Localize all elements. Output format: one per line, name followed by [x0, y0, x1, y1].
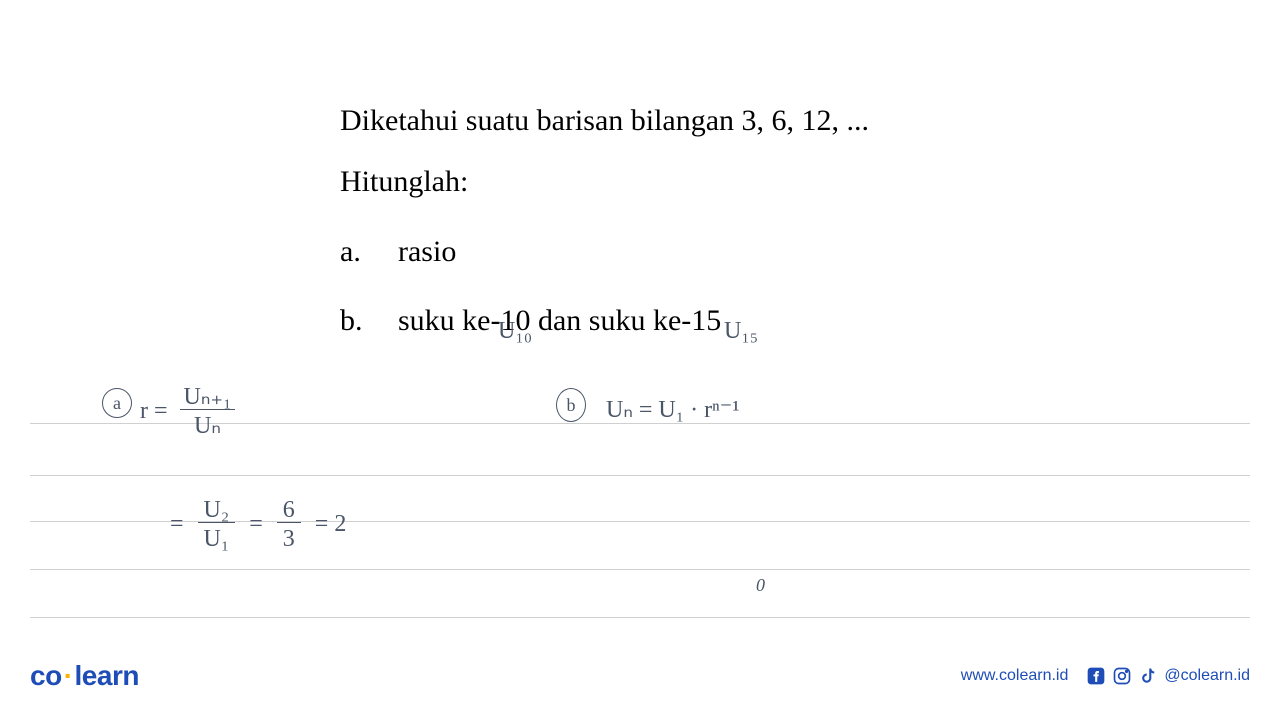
handwritten-calculation: = U₂ U₁ = 6 3 = 2: [170, 498, 346, 551]
logo-dot: ·: [64, 660, 73, 691]
handwritten-formula-b: Uₙ = U₁ · rⁿ⁻¹: [606, 395, 740, 424]
website-link[interactable]: www.colearn.id: [961, 667, 1069, 685]
problem-list: a.rasio b.suku ke-10 dan suku ke-15: [340, 226, 869, 347]
calc-frac2-num: 6: [277, 498, 301, 523]
calc-frac1: U₂ U₁: [198, 498, 236, 551]
formula-a-numerator: Uₙ₊₁: [180, 385, 236, 410]
calc-result: = 2: [315, 512, 347, 536]
calc-eq1: =: [170, 512, 184, 536]
item-b-label: b.: [340, 295, 398, 348]
calc-frac1-num: U₂: [198, 498, 236, 523]
formula-b-text: Uₙ = U₁ · rⁿ⁻¹: [606, 397, 740, 423]
handwritten-u10: U₁₀: [498, 318, 532, 345]
instagram-icon[interactable]: [1112, 666, 1132, 686]
item-a-text: rasio: [398, 235, 456, 268]
tiktok-icon[interactable]: [1138, 666, 1158, 686]
logo: co·learn: [30, 660, 139, 692]
circle-b-label: b: [567, 395, 576, 416]
footer-right: www.colearn.id @colearn.id: [961, 666, 1250, 686]
handwritten-circle-a: a: [102, 388, 132, 418]
item-a-label: a.: [340, 226, 398, 279]
calc-frac1-den: U₁: [198, 523, 236, 551]
circle-a-label: a: [113, 393, 121, 414]
calc-frac2: 6 3: [277, 498, 301, 551]
problem-text: Diketahui suatu barisan bilangan 3, 6, 1…: [340, 95, 869, 347]
footer: co·learn www.colearn.id @colearn.id: [30, 660, 1250, 692]
logo-co: co: [30, 660, 62, 691]
social-handle[interactable]: @colearn.id: [1164, 667, 1250, 685]
ruled-line: [30, 617, 1250, 618]
calc-eq2: =: [249, 512, 263, 536]
formula-a-fraction: Uₙ₊₁ Uₙ: [180, 385, 236, 438]
ruled-line: [30, 569, 1250, 570]
problem-item-a: a.rasio: [340, 226, 869, 279]
handwritten-circle-b: b: [556, 388, 586, 422]
calc-frac2-den: 3: [277, 523, 301, 551]
facebook-icon[interactable]: [1086, 666, 1106, 686]
formula-a-lhs: r =: [140, 399, 168, 423]
item-b-text: suku ke-10 dan suku ke-15: [398, 304, 721, 337]
problem-line-1: Diketahui suatu barisan bilangan 3, 6, 1…: [340, 95, 869, 148]
problem-item-b: b.suku ke-10 dan suku ke-15: [340, 295, 869, 348]
ruled-line: [30, 475, 1250, 476]
handwritten-u15: U₁₅: [724, 318, 758, 345]
problem-line-2: Hitunglah:: [340, 156, 869, 209]
formula-a-denominator: Uₙ: [180, 410, 236, 438]
social-icons: @colearn.id: [1086, 666, 1250, 686]
handwritten-cursor-mark: 0: [756, 575, 765, 596]
logo-learn: learn: [75, 660, 139, 691]
handwritten-formula-a: r = Uₙ₊₁ Uₙ: [140, 385, 235, 438]
